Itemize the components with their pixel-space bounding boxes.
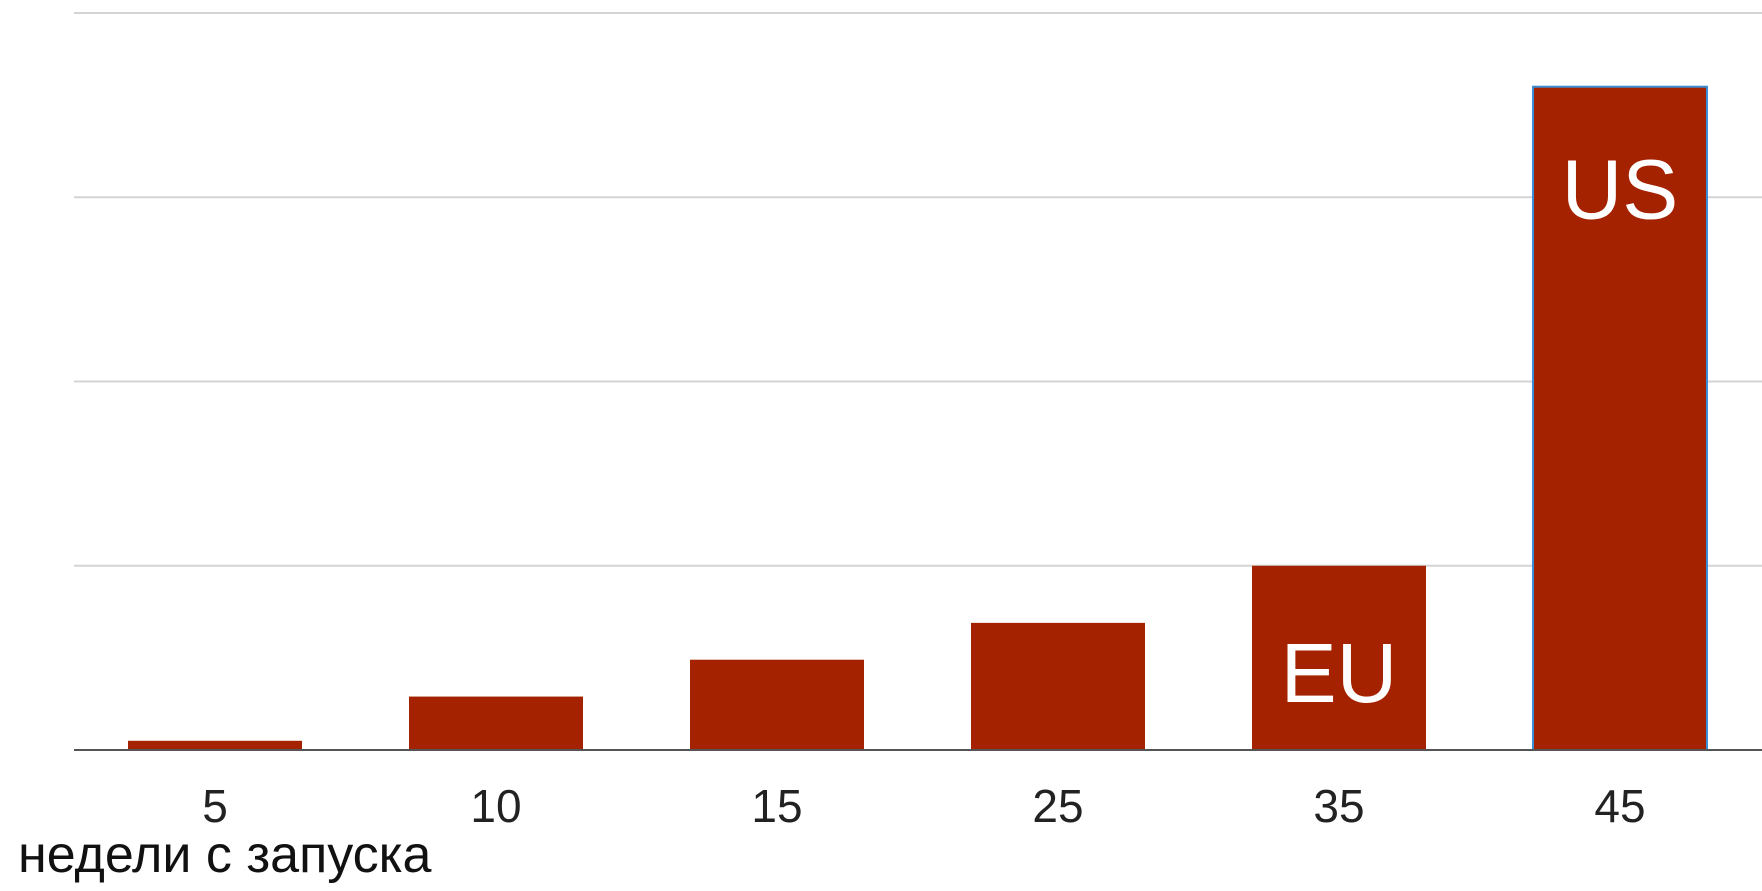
bar-10 — [409, 696, 583, 750]
bars — [128, 85, 1708, 751]
x-tick-label: 25 — [1032, 780, 1083, 832]
x-tick-label: 45 — [1594, 780, 1645, 832]
x-tick-label: 35 — [1313, 780, 1364, 832]
gridlines — [74, 12, 1762, 567]
x-tick-labels: 5 10 15 25 35 45 — [202, 780, 1645, 832]
bar-15 — [690, 659, 864, 750]
bar-labels: EU US — [1281, 143, 1679, 720]
bar-label-eu: EU — [1281, 626, 1398, 720]
bar-5 — [128, 740, 302, 750]
bar-label-us: US — [1562, 143, 1679, 237]
x-tick-label: 5 — [202, 780, 228, 832]
bar-25 — [971, 622, 1145, 750]
bar-35 — [1252, 565, 1426, 750]
x-tick-label: 15 — [751, 780, 802, 832]
x-axis-title: недели с запуска — [18, 826, 432, 884]
x-tick-label: 10 — [470, 780, 521, 832]
